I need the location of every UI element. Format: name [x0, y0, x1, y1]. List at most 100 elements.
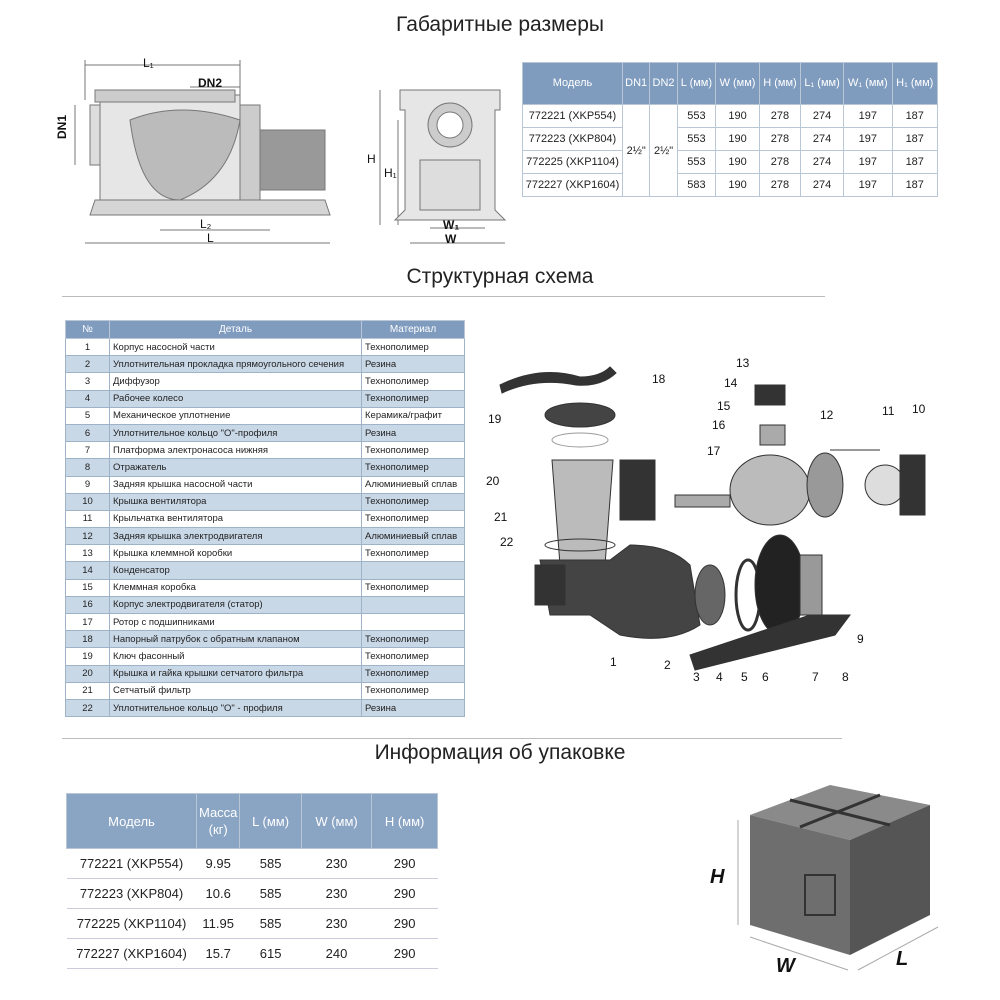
- parts-table: № Деталь Материал 1 Корпус насосной части…: [65, 320, 465, 718]
- callout-label: 2: [664, 658, 671, 672]
- value-cell: 278: [758, 127, 801, 151]
- part-number: 11: [65, 509, 110, 529]
- section-title-structure: Структурная схема: [406, 265, 594, 288]
- value-cell: 274: [799, 173, 845, 197]
- part-material: Резина: [361, 423, 465, 443]
- part-number: 8: [65, 458, 110, 477]
- value-cell: 772221 (XKP554): [66, 848, 197, 879]
- value-cell: 190: [715, 150, 760, 174]
- part-name: Отражатель: [109, 458, 362, 477]
- table-row: 772223 (XKP804) 553 190 278 274 197 187: [522, 127, 938, 151]
- part-number: 14: [65, 561, 110, 580]
- callout-label: 22: [500, 535, 514, 549]
- value-cell: 585: [239, 848, 302, 879]
- table-row: 14 Конденсатор: [65, 561, 465, 580]
- value-cell: 553: [676, 150, 717, 174]
- part-number: 3: [65, 372, 110, 391]
- col-header: DN2: [649, 62, 678, 105]
- callout-label: 21: [494, 510, 508, 524]
- value-cell: 197: [843, 173, 893, 197]
- callout-label: 8: [842, 670, 849, 684]
- label-l1: L₁: [143, 56, 154, 70]
- value-cell: 190: [715, 104, 760, 128]
- value-cell: 615: [239, 938, 302, 969]
- table-row: 17 Ротор с подшипниками: [65, 612, 465, 632]
- table-row: 7 Платформа электронасоса нижняя Технополи…: [65, 441, 465, 460]
- part-name: Ключ фасонный: [109, 647, 362, 666]
- part-number: 15: [65, 578, 110, 597]
- part-name: Задняя крышка насосной части: [109, 475, 362, 494]
- part-material: Технополимер: [361, 509, 465, 529]
- part-name: Уплотнительное кольцо "О"-профиля: [109, 423, 362, 443]
- part-number: 16: [65, 595, 110, 615]
- part-number: 20: [65, 664, 110, 683]
- col-header: H₁ (мм): [891, 62, 938, 105]
- table-row: 12 Задняя крышка электродвигателя Алюминие…: [65, 527, 465, 546]
- callout-label: 20: [486, 474, 500, 488]
- part-material: Технополимер: [361, 337, 465, 357]
- value-cell: 187: [891, 150, 938, 174]
- part-name: Крышка и гайка крышки сетчатого фильтра: [109, 664, 362, 683]
- part-name: Напорный патрубок с обратным клапаном: [109, 630, 362, 649]
- table-row: 772225 (XKP1104) 11.95 585 230 290: [66, 908, 438, 939]
- part-material: Алюминиевый сплав: [361, 475, 465, 494]
- part-material: Алюминиевый сплав: [361, 527, 465, 546]
- part-material: Технополимер: [361, 647, 465, 666]
- table-row: 1 Корпус насосной части Технополимер: [65, 337, 465, 357]
- label-dn1: DN1: [55, 114, 70, 140]
- value-cell: 197: [843, 127, 893, 151]
- value-cell: 240: [301, 938, 372, 969]
- callout-label: 14: [724, 376, 738, 390]
- part-material: Технополимер: [361, 578, 465, 597]
- value-cell: 585: [239, 908, 302, 939]
- table-row: 21 Сетчатый фильтр Технополимер: [65, 681, 465, 700]
- value-cell: 772225 (XKP1104): [66, 908, 197, 939]
- part-name: Платформа электронасоса нижняя: [109, 441, 362, 460]
- part-number: 10: [65, 492, 110, 511]
- col-header: W (мм): [715, 62, 760, 105]
- part-name: Диффузор: [109, 372, 362, 391]
- part-number: 13: [65, 544, 110, 563]
- part-material: [361, 595, 465, 615]
- table-row: 2 Уплотнительная прокладка прямоугольного…: [65, 355, 465, 374]
- model-cell: 772225 (XKP1104): [522, 150, 623, 174]
- dn1-cell: 2½": [621, 104, 651, 197]
- exploded-view-diagram: [499, 366, 926, 671]
- part-material: Технополимер: [361, 372, 465, 391]
- value-cell: 278: [758, 173, 801, 197]
- table-row: 772227 (XKP1604) 15.7 615 240 290: [66, 938, 438, 969]
- table-row: 3 Диффузор Технополимер: [65, 372, 465, 391]
- value-cell: 230: [301, 908, 372, 939]
- callout-label: 18: [652, 372, 666, 386]
- value-cell: 274: [799, 127, 845, 151]
- value-cell: 187: [891, 173, 938, 197]
- part-name: Механическое уплотнение: [109, 406, 362, 425]
- callout-label: 9: [857, 632, 864, 646]
- part-material: Технополимер: [361, 492, 465, 511]
- label-w1: W₁: [443, 218, 460, 232]
- label-h1: H₁: [384, 166, 397, 180]
- callout-label: 17: [707, 444, 721, 458]
- value-cell: 553: [676, 127, 717, 151]
- value-cell: 10.6: [196, 878, 240, 909]
- callout-label: 13: [736, 356, 750, 370]
- table-row: 772221 (XKP554) 9.95 585 230 290: [66, 848, 438, 879]
- col-header: W₁ (мм): [843, 62, 893, 105]
- part-name: Корпус насосной части: [109, 337, 362, 357]
- part-name: Конденсатор: [109, 561, 362, 580]
- callout-label: 7: [812, 670, 819, 684]
- value-cell: 11.95: [196, 908, 240, 939]
- part-material: Резина: [361, 355, 465, 374]
- value-cell: 187: [891, 104, 938, 128]
- part-name: Ротор с подшипниками: [109, 612, 362, 632]
- box-label-l: L: [896, 948, 909, 970]
- table-row: 22 Уплотнительное кольцо "О" - профиля Рез…: [65, 698, 465, 718]
- table-row: 10 Крышка вентилятора Технополимер: [65, 492, 465, 511]
- label-h: H: [367, 152, 376, 166]
- part-name: Уплотнительная прокладка прямоугольного …: [109, 355, 362, 374]
- table-row: 5 Механическое уплотнение Керамика/графит: [65, 406, 465, 425]
- part-number: 1: [65, 337, 110, 357]
- value-cell: 772227 (XKP1604): [66, 938, 197, 969]
- section-title-packing: Информация об упаковке: [374, 741, 626, 764]
- part-name: Корпус электродвигателя (статор): [109, 595, 362, 615]
